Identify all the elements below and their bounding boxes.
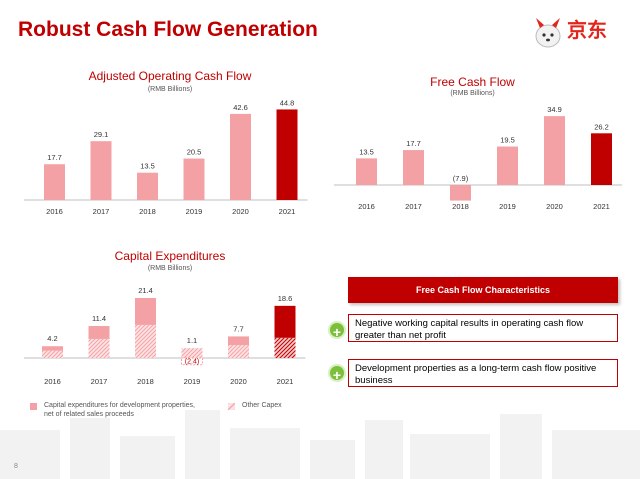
data-label-2021: 26.2 [594,122,609,131]
bar-other-capex-2019 [181,348,203,358]
bar-2020 [544,116,565,185]
bar-other-capex-2018 [135,324,156,358]
total-label-2017: 11.4 [92,314,106,323]
data-label-2021: 44.8 [280,98,295,107]
chart-title-adjusted-ocf: Adjusted Operating Cash Flow [88,69,252,83]
tick-label-2016: 2016 [358,202,375,211]
tick-label-2020: 2020 [232,207,249,216]
tick-label-2021: 2021 [279,207,296,216]
bar-dev-properties-2017 [88,326,110,339]
tick-label-2021: 2021 [277,377,294,386]
slide-title: Robust Cash Flow Generation [18,18,318,41]
data-label-2020: 34.9 [547,105,562,114]
data-label-2017: 29.1 [94,130,109,139]
tick-label-2017: 2017 [91,377,108,386]
tick-label-2018: 2018 [139,207,156,216]
jd-mascot-logo-icon [535,18,561,48]
legend-label-dev-properties-2: net of related sales proceeds [44,411,134,418]
plus-icon: + [328,321,346,340]
fcf-characteristics-header: Free Cash Flow Characteristics [348,277,618,303]
total-label-2016: 4.2 [47,334,57,343]
fcf-characteristic-item: Negative working capital results in oper… [348,314,618,342]
negative-label-2019: (2.4) [185,359,199,366]
bar-2016 [44,164,65,200]
fcf-characteristic-item: Development properties as a long-term ca… [348,359,618,387]
free-cash-flow-chart: 13.5 2016 17.7 2017 (7.9) 2018 19.5 2019 34.9 202… [334,105,622,211]
data-label-2019: 20.5 [187,148,202,157]
bar-other-capex-2016 [42,350,63,358]
bar-2018 [137,172,158,200]
chart-subtitle-adjusted-ocf: (RMB Billions) [147,86,193,93]
bar-2019 [183,158,205,200]
bar-2017 [90,141,112,200]
bar-other-capex-2021 [274,337,296,358]
bar-2020 [230,113,251,200]
bar-other-capex-2020 [228,345,249,358]
data-label-2018: (7.9) [453,174,469,183]
bar-2016 [356,158,377,185]
tick-label-2017: 2017 [93,207,110,216]
data-label-2018: 13.5 [140,162,155,171]
data-label-2020: 42.6 [233,103,248,112]
jd-logo-text: 京东 [567,18,607,42]
total-label-2021: 18.6 [278,294,293,303]
data-label-2016: 17.7 [47,153,62,162]
chart-subtitle-capex: (RMB Billions) [147,265,193,272]
chart-title-free-cash-flow: Free Cash Flow [430,75,515,89]
tick-label-2020: 2020 [230,377,247,386]
tick-label-2020: 2020 [546,202,563,211]
bar-dev-properties-2018 [135,298,156,325]
bar-2017 [403,150,424,185]
total-label-2020: 7.7 [233,324,243,333]
legend-label-other-capex: Other Capex [242,402,282,409]
total-label-2019: 1.1 [187,336,197,345]
tick-label-2021: 2021 [593,202,610,211]
tick-label-2019: 2019 [186,207,203,216]
chart-title-capex: Capital Expenditures [114,249,226,263]
tick-label-2018: 2018 [452,202,469,211]
data-label-2017: 17.7 [406,139,421,148]
chart-subtitle-free-cash-flow: (RMB Billions) [450,90,495,97]
tick-label-2017: 2017 [405,202,422,211]
data-label-2016: 13.5 [359,147,374,156]
tick-label-2019: 2019 [184,377,201,386]
total-label-2018: 21.4 [138,286,153,295]
bar-dev-properties-2019 [181,357,203,366]
bar-2018 [450,185,471,201]
capital-expenditures-chart: 4.2 2016 11.4 2017 21.4 2018 (2.4) 1.1 2019 7.7 20… [24,286,306,386]
tick-label-2016: 2016 [46,207,63,216]
bar-2021 [276,109,298,200]
tick-label-2018: 2018 [137,377,154,386]
plus-icon: + [328,364,346,383]
data-label-2019: 19.5 [500,136,515,145]
legend-swatch-dev-properties [30,403,37,410]
bar-dev-properties-2016 [42,346,63,351]
bar-2019 [497,146,518,185]
bar-2021 [591,133,612,185]
bar-other-capex-2017 [88,338,110,358]
tick-label-2016: 2016 [44,377,61,386]
legend-swatch-other-capex [228,403,235,410]
bar-dev-properties-2021 [274,305,296,338]
legend-label-dev-properties-1: Capital expenditures for development pro… [44,402,195,409]
page-number: 8 [14,463,18,470]
adjusted-operating-cash-flow-chart: 17.7 2016 29.1 2017 13.5 2018 20.5 2019 42.6 2020… [24,98,308,216]
bar-dev-properties-2020 [228,336,249,346]
tick-label-2019: 2019 [499,202,516,211]
